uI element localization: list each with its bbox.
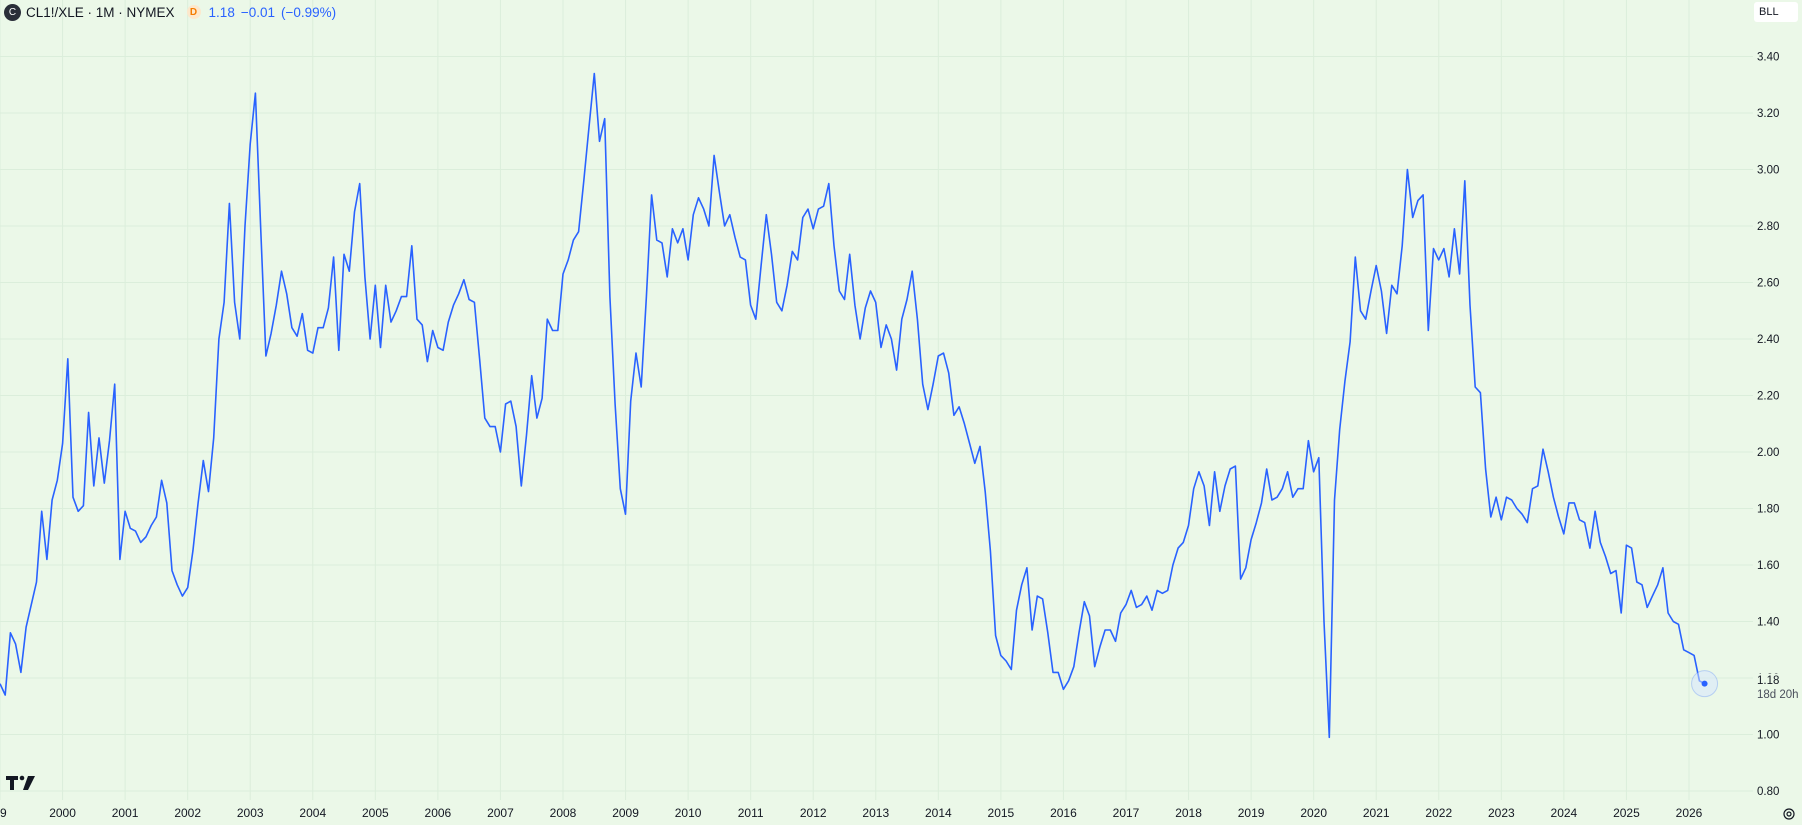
x-tick-label: 2011 bbox=[738, 806, 764, 820]
price-scale-badge[interactable]: BLL bbox=[1754, 2, 1798, 22]
y-tick-label: 2.40 bbox=[1757, 334, 1779, 346]
x-tick-label: 2020 bbox=[1300, 806, 1327, 820]
y-tick-label: 1.80 bbox=[1757, 504, 1779, 516]
x-tick-label: 2024 bbox=[1551, 806, 1578, 820]
x-tick-label: 2005 bbox=[362, 806, 389, 820]
x-tick-label: 2018 bbox=[1175, 806, 1202, 820]
x-tick-label: 2013 bbox=[862, 806, 889, 820]
y-tick-label: 0.80 bbox=[1757, 786, 1779, 798]
x-tick-label: 2016 bbox=[1050, 806, 1077, 820]
x-tick-label: 2010 bbox=[675, 806, 702, 820]
x-tick-label: 2015 bbox=[988, 806, 1015, 820]
x-tick-label: 2025 bbox=[1613, 806, 1640, 820]
y-tick-label: 1.40 bbox=[1757, 617, 1779, 629]
x-tick-label: 2022 bbox=[1425, 806, 1452, 820]
x-tick-label: 2012 bbox=[800, 806, 827, 820]
y-tick-label: 3.20 bbox=[1757, 108, 1779, 120]
symbol-logo-icon: C bbox=[4, 3, 21, 21]
current-price-tag: 1.18 18d 20h bbox=[1753, 674, 1802, 706]
x-tick-label: 99 bbox=[0, 806, 7, 820]
x-tick-label: 2009 bbox=[612, 806, 639, 820]
symbol-title[interactable]: CL1!/XLE · 1M · NYMEX bbox=[26, 4, 175, 20]
x-tick-label: 2007 bbox=[487, 806, 514, 820]
x-tick-label: 2014 bbox=[925, 806, 952, 820]
y-tick-label: 3.00 bbox=[1757, 165, 1779, 177]
horizontal-grid bbox=[0, 56, 1753, 792]
x-axis-labels: 99 2000 2001 2002 2003 2004 2005 2006 2007 2008 20… bbox=[0, 806, 1703, 820]
tradingview-logo-icon[interactable] bbox=[6, 774, 38, 790]
x-tick-label: 2001 bbox=[112, 806, 139, 820]
y-tick-label: 2.20 bbox=[1757, 391, 1779, 403]
symbol-legend[interactable]: C CL1!/XLE · 1M · NYMEX D 1.18 −0.01 (−0… bbox=[4, 3, 342, 21]
x-tick-label: 2021 bbox=[1363, 806, 1390, 820]
vertical-grid bbox=[0, 0, 1690, 800]
bar-countdown: 18d 20h bbox=[1757, 689, 1799, 701]
price-series-line bbox=[0, 72, 1705, 739]
last-value: 1.18 bbox=[208, 4, 235, 20]
current-price-value: 1.18 bbox=[1757, 675, 1780, 687]
change-percent: (−0.99%) bbox=[281, 4, 337, 20]
x-tick-label: 2017 bbox=[1113, 806, 1140, 820]
data-delayed-badge[interactable]: D bbox=[186, 5, 201, 19]
y-tick-label: 2.60 bbox=[1757, 278, 1779, 290]
y-tick-label: 3.40 bbox=[1757, 52, 1779, 64]
x-tick-label: 2019 bbox=[1238, 806, 1265, 820]
change-value: −0.01 bbox=[240, 4, 275, 20]
x-tick-label: 2002 bbox=[174, 806, 201, 820]
x-tick-label: 2003 bbox=[237, 806, 264, 820]
last-price-marker[interactable] bbox=[1701, 680, 1708, 687]
x-tick-label: 2006 bbox=[425, 806, 452, 820]
y-tick-label: 1.00 bbox=[1757, 730, 1779, 742]
y-tick-label: 2.80 bbox=[1757, 221, 1779, 233]
x-tick-label: 2023 bbox=[1488, 806, 1515, 820]
x-tick-label: 2000 bbox=[49, 806, 76, 820]
x-tick-label: 2026 bbox=[1676, 806, 1703, 820]
settings-gear-icon[interactable] bbox=[1782, 807, 1796, 821]
y-tick-label: 1.60 bbox=[1757, 560, 1779, 572]
x-tick-label: 2004 bbox=[299, 806, 326, 820]
x-tick-label: 2008 bbox=[550, 806, 577, 820]
y-tick-label: 2.00 bbox=[1757, 447, 1779, 459]
